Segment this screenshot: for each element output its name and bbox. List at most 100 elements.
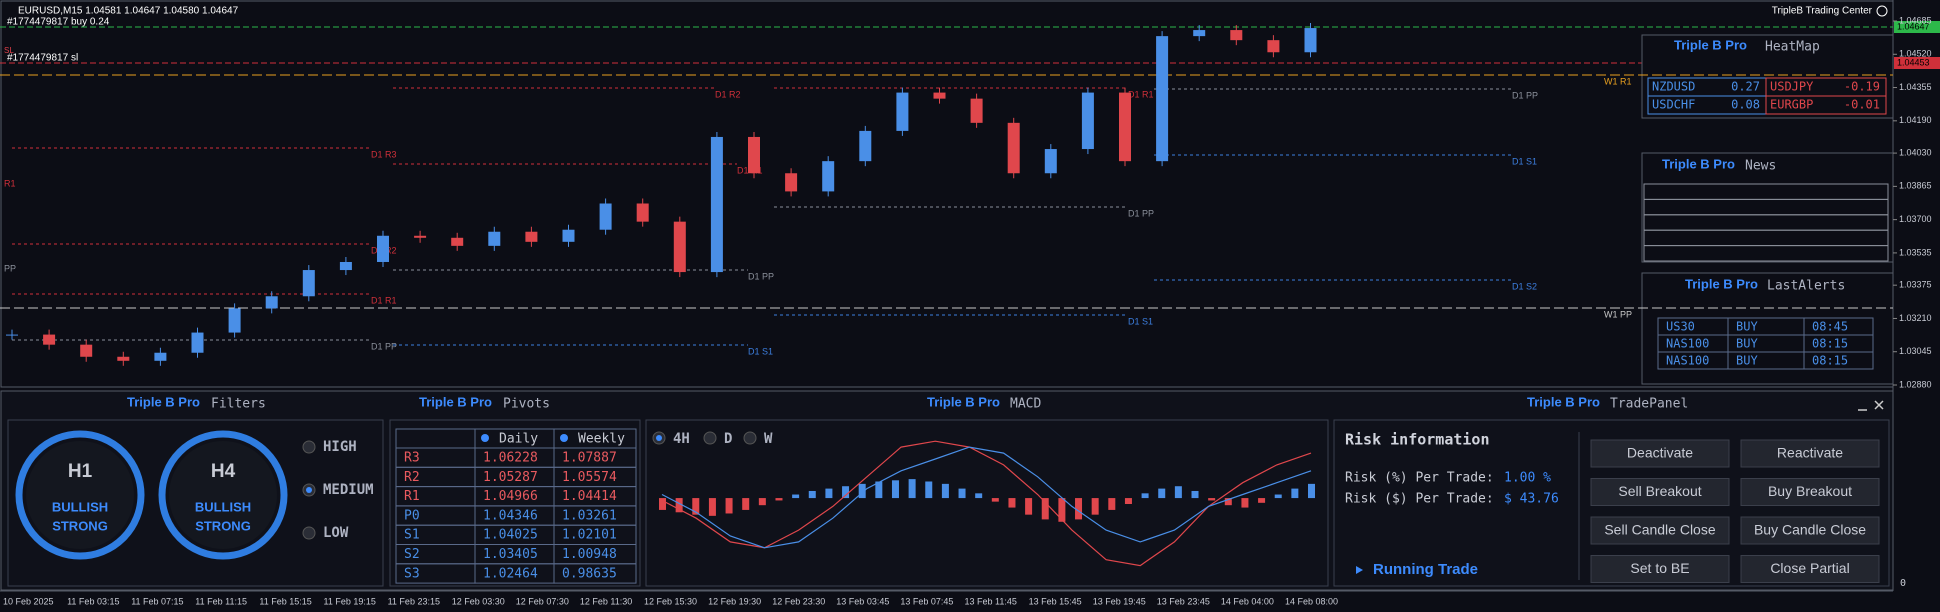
gauge-inner	[26, 441, 134, 549]
macd-bar	[891, 480, 899, 499]
filters-box	[7, 419, 384, 587]
x-tick-label: 11 Feb 15:15	[259, 596, 311, 606]
symbol-info: EURUSD,M15 1.04581 1.04647 1.04580 1.046…	[18, 6, 239, 17]
y-tick-label: 1.03210	[1899, 313, 1932, 323]
x-tick-label: 14 Feb 04:00	[1221, 596, 1274, 606]
radio-label[interactable]: HIGH	[323, 439, 357, 455]
pivot-label: D1 S1	[748, 346, 773, 356]
alert-text: NAS100	[1666, 337, 1709, 351]
trade-button-label[interactable]: Close Partial	[1770, 560, 1849, 576]
pivot-value: R3	[404, 451, 420, 466]
candle	[302, 270, 315, 297]
candle	[117, 356, 130, 361]
trade-button[interactable]	[1590, 439, 1730, 468]
x-tick-label: 12 Feb 07:30	[516, 596, 569, 606]
tf-label[interactable]: 4H	[673, 431, 690, 447]
pivot-value: 1.00948	[562, 547, 617, 562]
radio[interactable]	[302, 526, 316, 540]
trade-button[interactable]	[1740, 555, 1880, 583]
trade-button[interactable]	[1740, 478, 1880, 506]
trade-button[interactable]	[1740, 516, 1880, 545]
trade-button[interactable]	[1590, 478, 1730, 506]
alerts-brand: Triple B Pro	[1685, 276, 1758, 291]
macd-axis-label: 0	[1900, 578, 1906, 589]
pivot-value: 1.03405	[483, 547, 538, 562]
macd-bar	[908, 479, 916, 499]
alerts-panel	[1641, 272, 1894, 385]
pivot-value: R2	[404, 470, 420, 485]
trade-button-label[interactable]: Buy Breakout	[1768, 483, 1852, 499]
pivot-label: D1 S1	[1512, 156, 1537, 166]
trade-button[interactable]	[1590, 555, 1730, 583]
candle	[970, 98, 983, 123]
pivot-value: 1.06228	[483, 451, 538, 466]
x-tick-label: 12 Feb 11:30	[580, 596, 632, 606]
running-trade[interactable]: Running Trade	[1373, 561, 1478, 578]
candle	[1044, 149, 1057, 174]
y-tick-label: 1.04030	[1899, 147, 1932, 157]
trade-button-label[interactable]: Sell Breakout	[1618, 483, 1701, 499]
trade-button-label[interactable]: Buy Candle Close	[1754, 522, 1866, 538]
trade-brand: Triple B Pro	[1527, 394, 1600, 409]
trade-button[interactable]	[1740, 439, 1880, 468]
pivot-radio[interactable]	[560, 434, 568, 442]
close-button[interactable]	[1874, 400, 1884, 410]
pivot-value: 1.04025	[483, 528, 538, 543]
macd-bar	[1124, 498, 1132, 504]
macd-bar	[659, 498, 666, 510]
alerts-title: LastAlerts	[1767, 279, 1845, 294]
tf-label[interactable]: W	[764, 431, 773, 447]
candle	[1267, 40, 1280, 53]
running-arrow[interactable]	[1356, 566, 1363, 574]
radio-dot	[306, 487, 312, 493]
alert-text: 08:45	[1812, 320, 1848, 334]
macd-bar	[1224, 498, 1232, 506]
filters-title: Filters	[211, 397, 266, 412]
candle	[1007, 122, 1020, 174]
candle	[1156, 36, 1169, 162]
x-tick-label: 13 Feb 11:45	[965, 596, 1017, 606]
sl-tag-box	[1894, 57, 1940, 69]
y-tick-label: 1.03375	[1899, 280, 1932, 290]
trade-button-label[interactable]: Set to BE	[1630, 560, 1689, 576]
candle	[488, 231, 501, 246]
candle	[80, 344, 93, 357]
news-panel	[1641, 152, 1894, 263]
candle	[265, 296, 278, 309]
candle	[785, 173, 798, 192]
pivot-label: D1 S2	[1512, 281, 1537, 291]
heat-symbol: USDJPY	[1770, 80, 1814, 94]
trade-button-label[interactable]: Deactivate	[1627, 445, 1693, 461]
macd-bar	[1158, 488, 1166, 499]
pivot-cell	[553, 563, 637, 584]
radio-label[interactable]: LOW	[323, 525, 349, 541]
tf-radio[interactable]	[703, 431, 717, 445]
x-tick-label: 13 Feb 07:45	[900, 596, 953, 606]
radio[interactable]	[302, 440, 316, 454]
tf-radio[interactable]	[743, 431, 757, 445]
trade-button-label[interactable]: Sell Candle Close	[1604, 522, 1715, 538]
macd-bar	[675, 498, 683, 513]
radio-label[interactable]: MEDIUM	[323, 482, 374, 498]
heat-value: 0.27	[1731, 80, 1760, 94]
candle	[710, 136, 723, 273]
risk-usd-label: Risk ($) Per Trade:	[1345, 492, 1494, 507]
pivot-value: R1	[404, 489, 420, 504]
macd-bar	[875, 481, 883, 499]
pivot-value: 1.02101	[562, 528, 617, 543]
candle	[636, 203, 649, 222]
pivot-value: 1.03261	[562, 508, 617, 523]
macd-bar	[958, 488, 966, 499]
trade-button-label[interactable]: Reactivate	[1777, 445, 1843, 461]
gauge-ring	[15, 430, 145, 560]
candle	[191, 332, 204, 353]
tf-label[interactable]: D	[724, 431, 732, 447]
pivot-radio[interactable]	[481, 434, 489, 442]
macd-bar	[808, 490, 816, 499]
trade-title: TradePanel	[1610, 397, 1688, 412]
alert-text: BUY	[1736, 320, 1758, 334]
order-buy: #1774479817 buy 0.24	[7, 17, 110, 28]
trade-button[interactable]	[1590, 516, 1730, 545]
candle	[748, 136, 760, 174]
